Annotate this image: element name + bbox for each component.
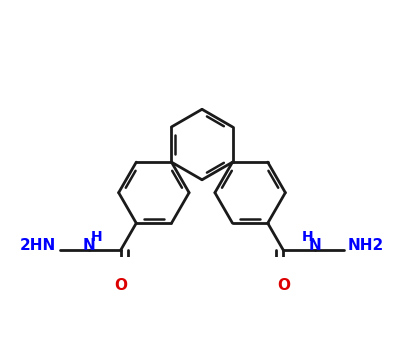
Text: O: O [277, 278, 290, 293]
Text: H: H [302, 230, 314, 244]
Text: N: N [308, 238, 321, 253]
Text: 2HN: 2HN [20, 238, 56, 253]
Text: NH2: NH2 [348, 238, 384, 253]
Text: N: N [83, 238, 96, 253]
Text: H: H [90, 230, 102, 244]
Text: O: O [114, 278, 127, 293]
